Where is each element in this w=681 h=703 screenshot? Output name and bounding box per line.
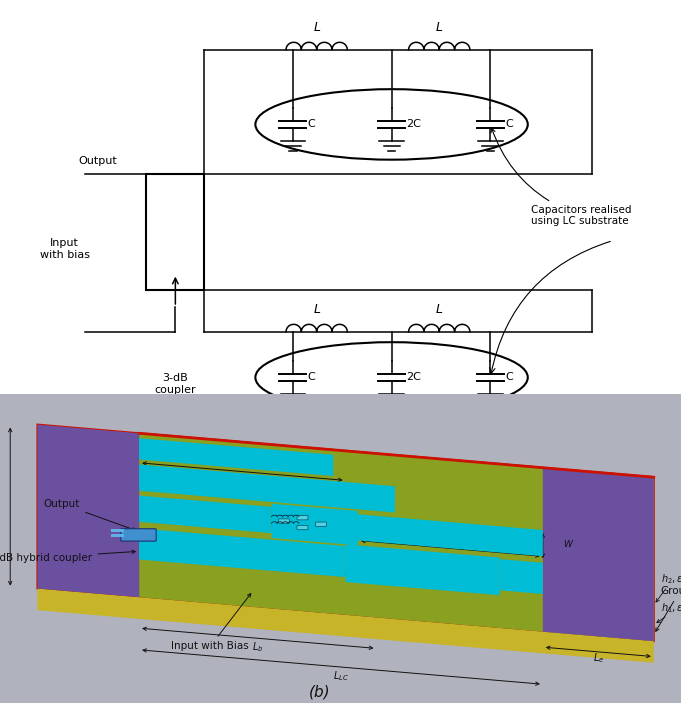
Text: Output: Output [44, 499, 136, 531]
Polygon shape [543, 467, 654, 641]
Polygon shape [500, 559, 543, 594]
Text: C: C [308, 373, 315, 382]
Text: C: C [505, 373, 513, 382]
Text: $L_C$: $L_C$ [445, 528, 456, 541]
Text: 2C: 2C [407, 120, 422, 129]
Text: Ground: Ground [656, 586, 681, 631]
FancyBboxPatch shape [297, 525, 308, 530]
Text: L: L [436, 21, 443, 34]
Text: Capacitors realised
using LC substrate: Capacitors realised using LC substrate [491, 128, 632, 226]
Text: $W$: $W$ [563, 538, 574, 549]
Text: $L_g$: $L_g$ [236, 455, 247, 468]
Polygon shape [358, 515, 543, 556]
FancyBboxPatch shape [121, 529, 156, 541]
Text: $L_s$: $L_s$ [217, 472, 227, 485]
Polygon shape [139, 529, 345, 577]
Polygon shape [139, 465, 395, 512]
Text: L: L [313, 21, 320, 34]
Text: L: L [436, 303, 443, 316]
Text: (b): (b) [309, 685, 331, 700]
FancyBboxPatch shape [297, 515, 308, 520]
Text: Input with Bias: Input with Bias [172, 593, 251, 651]
Bar [146, 174, 204, 290]
Polygon shape [37, 425, 654, 641]
Text: 3-dB hybrid coupler: 3-dB hybrid coupler [0, 550, 136, 562]
Text: $L_b$: $L_b$ [252, 640, 264, 654]
Text: $h_1, \varepsilon_{r_2}$: $h_1, \varepsilon_{r_2}$ [661, 602, 681, 617]
Text: 3-dB
coupler: 3-dB coupler [155, 373, 196, 395]
Text: $h_2, \varepsilon_{r_1}$: $h_2, \varepsilon_{r_1}$ [661, 574, 681, 588]
Polygon shape [37, 588, 654, 663]
Polygon shape [139, 433, 654, 641]
Bar [111, 534, 125, 537]
Text: L: L [313, 303, 320, 316]
Text: $L_{LC}$: $L_{LC}$ [333, 669, 349, 683]
Text: $L_{2C}$: $L_{2C}$ [313, 558, 329, 571]
Polygon shape [139, 438, 333, 476]
Text: $L_e$: $L_e$ [592, 651, 604, 665]
FancyBboxPatch shape [279, 519, 289, 523]
Text: Output: Output [78, 156, 117, 166]
Polygon shape [272, 503, 358, 546]
Bar [111, 529, 125, 532]
Text: Input
with bias: Input with bias [39, 238, 90, 259]
Polygon shape [139, 496, 272, 533]
Polygon shape [37, 425, 139, 598]
Text: 2C: 2C [407, 373, 422, 382]
Text: C: C [308, 120, 315, 129]
Text: C: C [505, 120, 513, 129]
Polygon shape [345, 544, 500, 595]
FancyBboxPatch shape [315, 522, 326, 527]
Text: (a): (a) [289, 396, 311, 411]
